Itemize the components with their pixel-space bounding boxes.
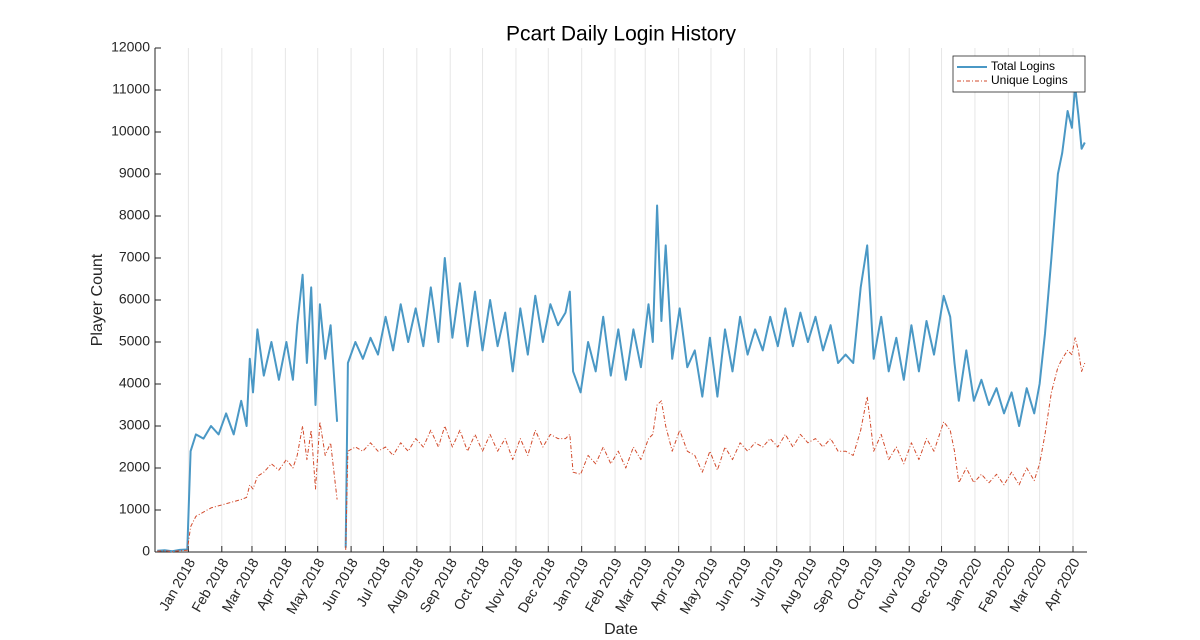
y-tick-label: 12000 (111, 39, 150, 55)
chart-title: Pcart Daily Login History (506, 23, 736, 46)
data-line (157, 337, 1086, 553)
y-tick-label: 5000 (119, 333, 150, 349)
legend-label: Unique Logins (991, 73, 1068, 87)
legend-box (952, 55, 1086, 93)
y-axis-label: Player Count (89, 253, 106, 346)
y-tick-label: 0 (142, 543, 150, 559)
y-tick-label: 8000 (119, 207, 150, 223)
y-tick-label: 2000 (119, 459, 150, 475)
y-tick-label: 6000 (119, 291, 150, 307)
y-tick-label: 10000 (111, 123, 150, 139)
y-tick-label: 7000 (119, 249, 150, 265)
legend-label: Total Logins (991, 59, 1055, 73)
y-tick-label: 9000 (119, 165, 150, 181)
x-axis-label: Date (604, 621, 638, 638)
y-tick-label: 1000 (119, 501, 150, 517)
data-line (157, 84, 1086, 553)
y-tick-label: 3000 (119, 417, 150, 433)
y-tick-label: 4000 (119, 375, 150, 391)
y-tick-label: 11000 (112, 81, 150, 97)
